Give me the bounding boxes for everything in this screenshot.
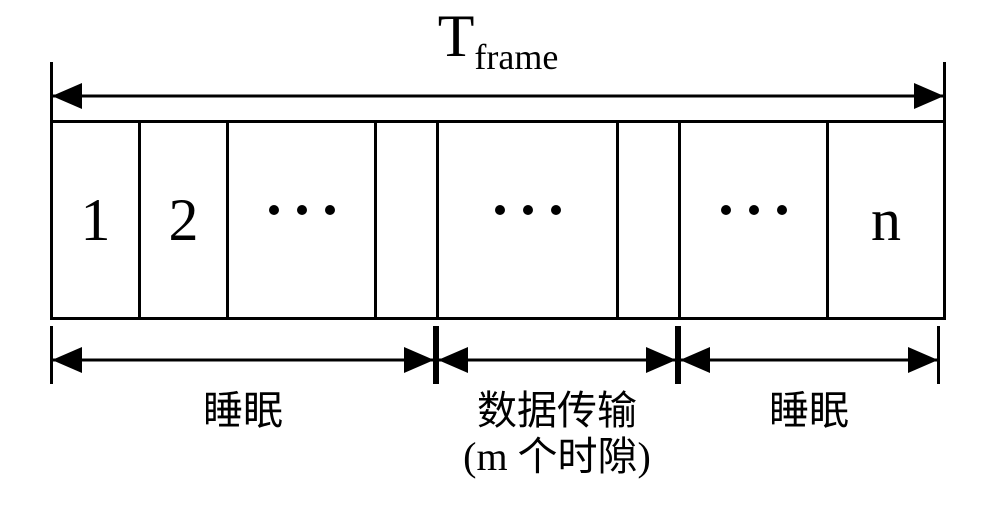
segment-label: 数据传输(m 个时隙): [463, 388, 651, 480]
timeslot-row: 12 n: [50, 120, 946, 320]
frame-title: Tframe: [50, 0, 946, 75]
arrow-shaft: [50, 359, 436, 362]
segment-label: 睡眠: [769, 388, 849, 434]
diagram-root: Tframe 12 n 睡眠 数据传输(m 个时隙) 睡眠: [50, 0, 946, 526]
arrow-shaft: [50, 95, 946, 98]
timeslot-cell: 1: [53, 123, 141, 317]
arrowhead-right-icon: [908, 347, 938, 373]
frame-title-main: T: [438, 3, 475, 69]
arrowhead-right-icon: [914, 83, 944, 109]
timeslot-cell: n: [829, 123, 943, 317]
ellipsis-icon: [269, 205, 335, 235]
ellipsis-cell: [439, 123, 619, 317]
segment-label: 睡眠: [203, 388, 283, 434]
frame-span-arrow: [50, 76, 946, 116]
arrowhead-left-icon: [52, 347, 82, 373]
ellipsis-cell: [681, 123, 829, 317]
arrowhead-left-icon: [52, 83, 82, 109]
blank-cell: [377, 123, 439, 317]
ellipsis-icon: [495, 205, 561, 235]
arrow-shaft: [436, 359, 678, 362]
segment-span-arrow: [436, 340, 678, 380]
blank-cell: [619, 123, 681, 317]
ellipsis-cell: [229, 123, 377, 317]
arrowhead-left-icon: [680, 347, 710, 373]
segment-span-arrow: [50, 340, 436, 380]
frame-title-sub: frame: [474, 37, 558, 77]
arrow-shaft: [678, 359, 940, 362]
arrowhead-left-icon: [438, 347, 468, 373]
arrowhead-right-icon: [646, 347, 676, 373]
segment-span-arrow: [678, 340, 940, 380]
ellipsis-icon: [721, 205, 787, 235]
timeslot-cell: 2: [141, 123, 229, 317]
arrowhead-right-icon: [404, 347, 434, 373]
